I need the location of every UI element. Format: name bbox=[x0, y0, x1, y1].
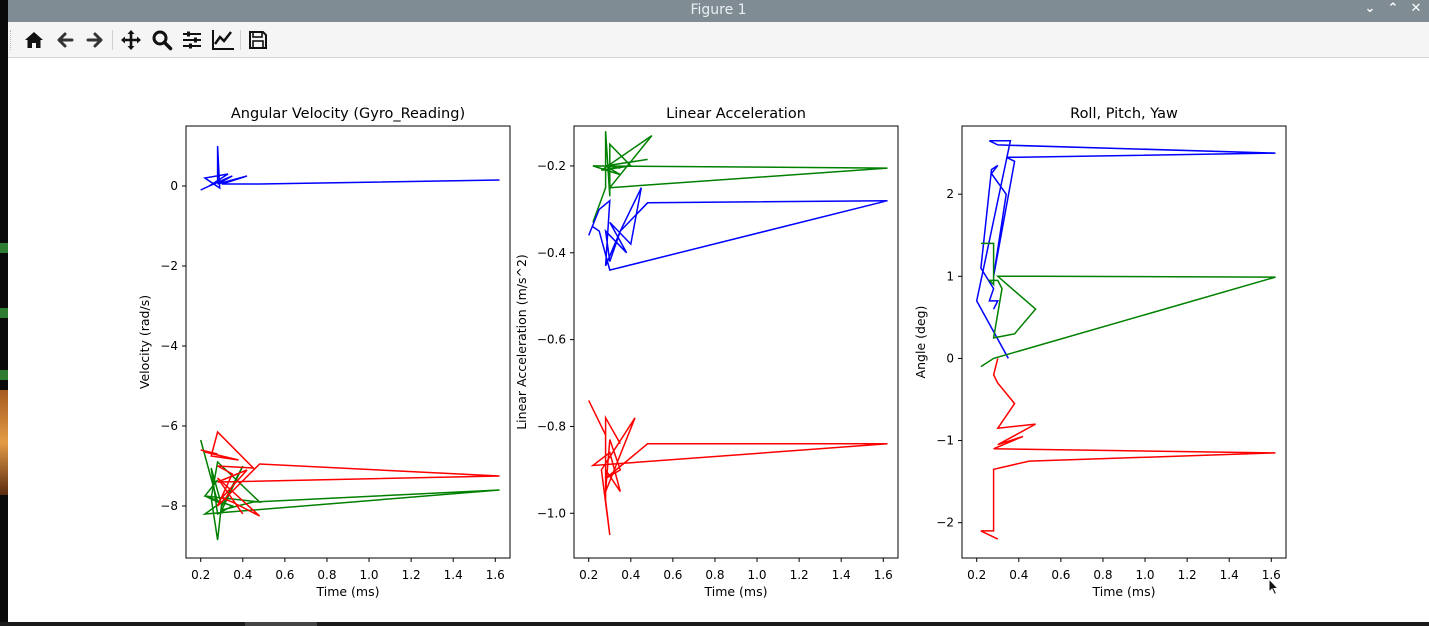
figure-canvas[interactable]: 0.2 0.4 0.6 0.8 1.0 1.2 1.4 1.6 0 −2 −4 −6 −8 Angular… bbox=[8, 57, 1429, 622]
pan-icon bbox=[121, 30, 141, 50]
x-tick-label: 0.8 bbox=[705, 568, 724, 582]
toolbar-separator bbox=[112, 30, 113, 50]
x-tick-label: 0.8 bbox=[1093, 568, 1112, 582]
zoom-icon bbox=[152, 30, 173, 51]
axes-frame bbox=[185, 125, 511, 559]
series-line-green bbox=[980, 242, 1276, 368]
y-tick-label: 0 bbox=[170, 179, 178, 193]
y-tick-label: −4 bbox=[160, 339, 178, 353]
y-tick-label: −0.2 bbox=[537, 159, 566, 173]
x-tick-label: 0.2 bbox=[579, 568, 598, 582]
window-titlebar[interactable]: Figure 1 ⌄ ⌃ ✕ bbox=[8, 0, 1429, 22]
x-axis-label: Time (ms) bbox=[703, 584, 767, 599]
x-tick-label: 1.4 bbox=[444, 568, 463, 582]
forward-arrow-icon bbox=[86, 32, 103, 48]
chart-title: Angular Velocity (Gyro_Reading) bbox=[231, 106, 465, 122]
maximize-icon[interactable]: ⌃ bbox=[1387, 1, 1399, 16]
axes-frame bbox=[961, 125, 1287, 559]
zoom-button[interactable] bbox=[150, 28, 174, 52]
x-tick-label: 0.2 bbox=[191, 568, 210, 582]
y-tick-label: −2 bbox=[160, 259, 178, 273]
figure-window: Figure 1 ⌄ ⌃ ✕ bbox=[8, 0, 1429, 622]
window-controls: ⌄ ⌃ ✕ bbox=[1363, 1, 1423, 16]
y-tick-label: −0.8 bbox=[537, 419, 566, 433]
mouse-cursor-icon bbox=[1268, 578, 1280, 596]
x-tick-label: 1.6 bbox=[486, 568, 505, 582]
save-button[interactable] bbox=[246, 28, 270, 52]
series-line-red bbox=[200, 430, 500, 517]
x-tick-label: 0.4 bbox=[1009, 568, 1028, 582]
x-tick-label: 1.4 bbox=[1220, 568, 1239, 582]
y-tick-label: −1.0 bbox=[537, 506, 566, 520]
minimize-icon[interactable]: ⌄ bbox=[1364, 1, 1376, 16]
x-tick-label: 0.6 bbox=[663, 568, 682, 582]
navigation-toolbar bbox=[8, 22, 1429, 58]
series-line-blue bbox=[588, 187, 888, 272]
series-line-green bbox=[592, 131, 888, 223]
terminal-text bbox=[0, 370, 8, 380]
y-axis-label: Linear Acceleration (m/s^2) bbox=[514, 254, 529, 430]
desktop-wallpaper bbox=[0, 390, 8, 495]
x-tick-label: 0.6 bbox=[275, 568, 294, 582]
x-tick-label: 1.6 bbox=[1262, 568, 1281, 582]
y-tick-label: −1 bbox=[936, 434, 954, 448]
y-axis-label: Angle (deg) bbox=[913, 306, 928, 379]
y-tick-label: −2 bbox=[936, 516, 954, 530]
x-axis-label: Time (ms) bbox=[1091, 584, 1155, 599]
taskbar-tab[interactable] bbox=[245, 622, 317, 626]
toolbar-separator bbox=[240, 30, 241, 50]
x-tick-label: 1.0 bbox=[747, 568, 766, 582]
terminal-text bbox=[0, 308, 8, 318]
y-tick-label: −0.6 bbox=[537, 333, 566, 347]
x-axis-label: Time (ms) bbox=[315, 584, 379, 599]
taskbar-strip bbox=[0, 622, 1429, 626]
terminal-text bbox=[0, 243, 8, 253]
chart-title: Roll, Pitch, Yaw bbox=[1070, 106, 1178, 122]
y-tick-label: −8 bbox=[160, 499, 178, 513]
toolbar-grip[interactable] bbox=[10, 30, 14, 50]
configure-subplots-icon bbox=[183, 31, 201, 49]
edit-axes-icon bbox=[212, 30, 234, 50]
window-title: Figure 1 bbox=[690, 2, 747, 18]
pan-button[interactable] bbox=[119, 28, 143, 52]
forward-button[interactable] bbox=[83, 28, 107, 52]
y-tick-label: −6 bbox=[160, 419, 178, 433]
x-tick-label: 0.2 bbox=[967, 568, 986, 582]
x-tick-label: 1.2 bbox=[402, 568, 421, 582]
x-tick-label: 0.4 bbox=[233, 568, 252, 582]
y-tick-label: 0 bbox=[946, 351, 954, 365]
x-tick-label: 1.2 bbox=[790, 568, 809, 582]
y-axis-label: Velocity (rad/s) bbox=[137, 295, 152, 389]
x-tick-label: 1.0 bbox=[359, 568, 378, 582]
x-tick-label: 0.8 bbox=[317, 568, 336, 582]
x-tick-label: 1.4 bbox=[832, 568, 851, 582]
series-line-green bbox=[199, 439, 500, 541]
y-tick-label: 2 bbox=[946, 187, 954, 201]
x-tick-label: 1.0 bbox=[1135, 568, 1154, 582]
axes-frame bbox=[573, 125, 899, 559]
close-icon[interactable]: ✕ bbox=[1410, 1, 1422, 16]
y-tick-label: 1 bbox=[946, 269, 954, 283]
series-line-red bbox=[980, 358, 1276, 540]
x-tick-label: 1.6 bbox=[874, 568, 893, 582]
back-arrow-icon bbox=[57, 32, 74, 48]
series-line-blue bbox=[200, 145, 500, 191]
series-line-red bbox=[588, 400, 888, 536]
x-tick-label: 1.2 bbox=[1178, 568, 1197, 582]
back-button[interactable] bbox=[53, 28, 77, 52]
chart-title: Linear Acceleration bbox=[666, 106, 806, 122]
home-button[interactable] bbox=[22, 28, 46, 52]
y-tick-label: −0.4 bbox=[537, 246, 566, 260]
desktop-background bbox=[0, 0, 8, 626]
x-tick-label: 0.6 bbox=[1051, 568, 1070, 582]
x-tick-label: 0.4 bbox=[621, 568, 640, 582]
save-icon bbox=[249, 31, 267, 49]
configure-subplots-button[interactable] bbox=[180, 28, 204, 52]
home-icon bbox=[25, 32, 43, 48]
edit-axes-button[interactable] bbox=[211, 28, 235, 52]
